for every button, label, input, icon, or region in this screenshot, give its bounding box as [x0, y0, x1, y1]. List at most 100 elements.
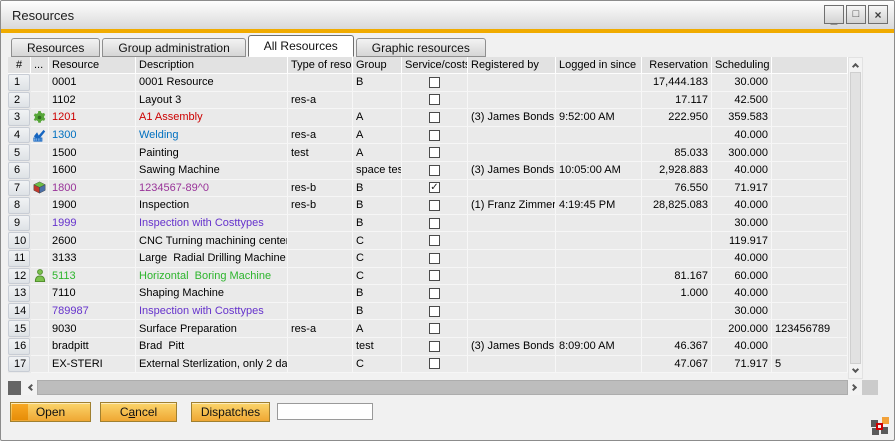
table-row[interactable]: 15 9030 Surface Preparation res-a A 200.…: [8, 320, 848, 338]
table-row[interactable]: 13 7110 Shaping Machine B 1.000 40.000: [8, 285, 848, 303]
cell-extra: [772, 161, 848, 180]
col-header-num[interactable]: #: [8, 57, 31, 73]
table-row[interactable]: 4 1300 Welding res-a A 40.000: [8, 126, 848, 145]
col-header-group[interactable]: Group: [353, 57, 402, 73]
cell-service-costs: [402, 285, 468, 303]
col-header-scheduling[interactable]: Scheduling: [712, 57, 772, 73]
cell-registered-by: (3) James Bonds: [468, 161, 556, 180]
table-row[interactable]: 14 789987 Inspection with Costtypes B 30…: [8, 302, 848, 321]
table-row[interactable]: 5 1500 Painting test A 85.033 300.000: [8, 144, 848, 162]
cell-service-costs: [402, 302, 468, 321]
cell-service-costs: [402, 109, 468, 127]
table-row[interactable]: 6 1600 Sawing Machine space test (3) Jam…: [8, 161, 848, 180]
service-costs-checkbox[interactable]: [429, 358, 440, 370]
row-number-cell[interactable]: 1: [8, 74, 30, 91]
row-number-cell[interactable]: 17: [8, 355, 30, 373]
scroll-up-button[interactable]: [849, 58, 862, 72]
col-header-type[interactable]: Type of resource: [288, 57, 353, 73]
service-costs-checkbox[interactable]: [429, 111, 440, 123]
col-header-reservation[interactable]: Reservation: [642, 57, 712, 73]
scroll-left-button[interactable]: [23, 380, 37, 395]
service-costs-checkbox[interactable]: [429, 305, 440, 317]
service-costs-checkbox[interactable]: [429, 129, 440, 141]
service-costs-checkbox[interactable]: [429, 147, 440, 159]
row-number-cell[interactable]: 14: [8, 302, 30, 320]
table-row[interactable]: 1 0001 0001 Resource B 17,444.183 30.000: [8, 74, 848, 92]
resize-grip-icon[interactable]: [870, 417, 889, 436]
service-costs-checkbox[interactable]: [429, 340, 440, 352]
col-header-extra[interactable]: [772, 57, 848, 73]
tab-resources[interactable]: Resources: [11, 38, 101, 57]
row-number-cell[interactable]: 2: [8, 91, 30, 109]
row-number-cell[interactable]: 15: [8, 320, 30, 337]
service-costs-checkbox[interactable]: [429, 323, 440, 335]
table-row[interactable]: 16 bradpitt Brad Pitt test (3) James Bon…: [8, 337, 848, 356]
cell-service-costs: [402, 144, 468, 162]
tab-all-resources[interactable]: All Resources: [247, 35, 354, 57]
service-costs-checkbox[interactable]: [429, 252, 440, 264]
service-costs-checkbox[interactable]: [429, 287, 440, 299]
table-body: 1 0001 0001 Resource B 17,444.183 30.000…: [8, 74, 848, 374]
service-costs-checkbox[interactable]: [429, 217, 440, 229]
table-row[interactable]: 11 3133 Large Radial Drilling Machine C …: [8, 249, 848, 268]
service-costs-checkbox[interactable]: [429, 94, 440, 106]
row-number-cell[interactable]: 5: [8, 144, 30, 161]
col-header-resource[interactable]: Resource: [49, 57, 136, 73]
table-row[interactable]: 8 1900 Inspection res-b B (1) Franz Zimm…: [8, 197, 848, 215]
row-number-cell[interactable]: 3: [8, 109, 30, 126]
cell-registered-by: [468, 144, 556, 162]
row-number-cell[interactable]: 9: [8, 214, 30, 232]
scroll-down-button[interactable]: [849, 364, 862, 378]
scroll-right-button[interactable]: [848, 380, 862, 395]
row-number-cell[interactable]: 12: [8, 267, 30, 285]
cell-type-of-resource: res-b: [288, 197, 353, 215]
vertical-scrollbar-thumb[interactable]: [850, 72, 861, 364]
col-header-description[interactable]: Description: [136, 57, 288, 73]
maximize-button[interactable]: □: [846, 5, 866, 24]
open-button[interactable]: Open: [10, 401, 91, 422]
cell-extra: [772, 109, 848, 127]
cell-scheduling: 42.500: [712, 91, 772, 110]
horizontal-scrollbar-thumb[interactable]: [37, 380, 848, 395]
table-row[interactable]: 10 2600 CNC Turning machining center C 1…: [8, 232, 848, 250]
table-row[interactable]: 9 1999 Inspection with Costtypes B 30.00…: [8, 214, 848, 233]
service-costs-checkbox[interactable]: [429, 270, 440, 282]
splitter-box[interactable]: [8, 380, 21, 395]
titlebar[interactable]: Resources _ □ ×: [1, 1, 894, 29]
table-row[interactable]: 2 1102 Layout 3 res-a 17.117 42.500: [8, 91, 848, 110]
row-number-cell[interactable]: 6: [8, 161, 30, 179]
row-number-cell[interactable]: 7: [8, 179, 30, 197]
row-number-cell[interactable]: 10: [8, 232, 30, 249]
cell-service-costs: [402, 91, 468, 110]
service-costs-checkbox[interactable]: [429, 76, 440, 88]
row-icon-cell: [31, 267, 49, 286]
dispatches-button[interactable]: Dispatches: [191, 401, 270, 422]
minimize-button[interactable]: _: [824, 5, 844, 25]
row-number-cell[interactable]: 16: [8, 337, 30, 355]
service-costs-checkbox[interactable]: [429, 235, 440, 247]
table-row[interactable]: 7 1800 1234567-89^0 res-b B ✓ 76.550 71.…: [8, 179, 848, 198]
vertical-scrollbar[interactable]: [848, 57, 863, 379]
cell-group: C: [353, 355, 402, 374]
service-costs-checkbox[interactable]: ✓: [429, 181, 440, 194]
col-header-service-costs[interactable]: Service/costs: [402, 57, 468, 73]
table-row[interactable]: 12 5113 Horizontal Boring Machine C 81.1…: [8, 267, 848, 286]
tab-graphic-resources[interactable]: Graphic resources: [355, 38, 486, 57]
close-button[interactable]: ×: [868, 5, 888, 24]
row-number-cell[interactable]: 4: [8, 126, 30, 144]
service-costs-checkbox[interactable]: [429, 164, 440, 176]
row-number-cell[interactable]: 8: [8, 197, 30, 214]
row-number-cell[interactable]: 11: [8, 249, 30, 267]
tab-group-administration[interactable]: Group administration: [102, 38, 246, 57]
row-icon-cell: [31, 74, 49, 92]
row-number-cell[interactable]: 13: [8, 285, 30, 302]
col-header-registered-by[interactable]: Registered by: [468, 57, 556, 73]
table-row[interactable]: 17 EX-STERI External Sterlization, only …: [8, 355, 848, 374]
table-row[interactable]: 3 1201 A1 Assembly A (3) James Bonds 9:5…: [8, 109, 848, 127]
filter-input[interactable]: [277, 403, 373, 420]
col-header-logged-in-since[interactable]: Logged in since: [556, 57, 642, 73]
service-costs-checkbox[interactable]: [429, 199, 440, 211]
col-header-icon[interactable]: ...: [31, 57, 49, 73]
horizontal-scrollbar[interactable]: [8, 380, 878, 395]
